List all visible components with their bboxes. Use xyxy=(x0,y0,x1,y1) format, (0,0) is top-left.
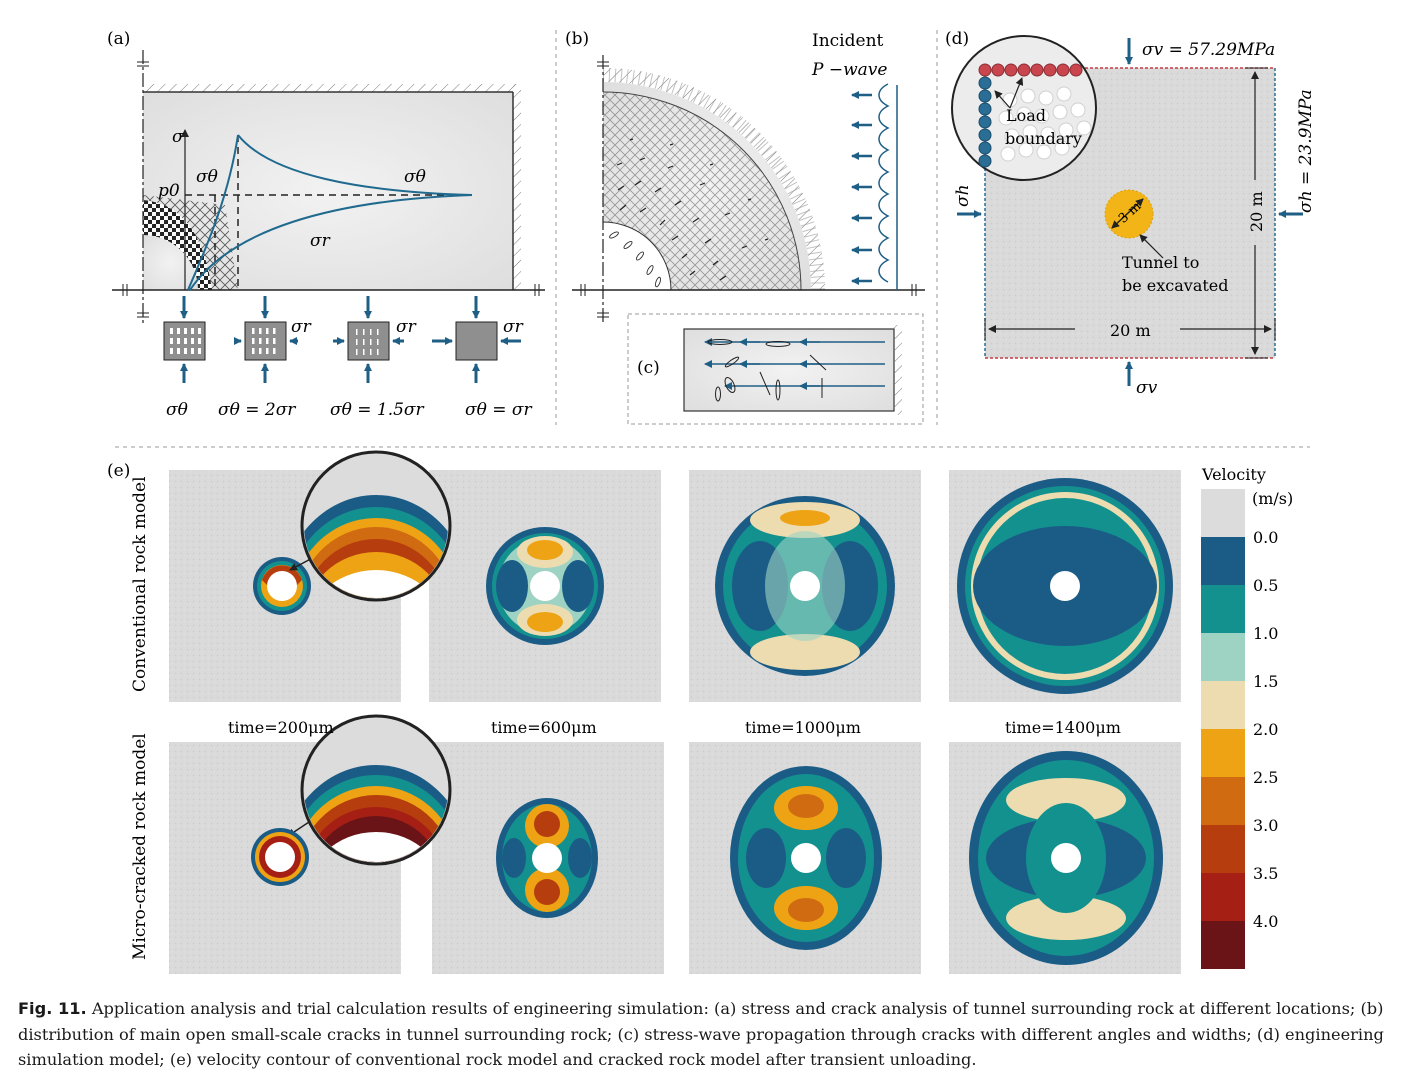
svg-text:P −wave: P −wave xyxy=(811,60,887,80)
caption-label: Fig. 11. xyxy=(18,999,87,1018)
time-label-600: time=600μm xyxy=(491,718,597,737)
colorbar-band-0 xyxy=(1201,489,1245,537)
r1-t1400 xyxy=(957,478,1173,694)
svg-text:Velocity: Velocity xyxy=(1201,465,1266,484)
svg-text:σθ = 2σr: σθ = 2σr xyxy=(218,400,296,420)
colorbar-tick-6: 3.0 xyxy=(1253,816,1278,835)
crack-zone-b xyxy=(603,92,801,290)
zoom-bubble-r2 xyxy=(287,714,452,866)
sigma-theta-curve-inner xyxy=(187,134,239,291)
figure-11: (a) σ σθ σθ p0 σr xyxy=(107,29,1316,974)
time-label-1400: time=1400μm xyxy=(1005,718,1121,737)
time-label-1000: time=1000μm xyxy=(745,718,861,737)
colorbar-band-8 xyxy=(1201,873,1245,921)
panel-e-label: (e) xyxy=(107,461,130,481)
svg-text:σh: σh xyxy=(953,184,973,207)
time-label-200: time=200μm xyxy=(228,718,334,737)
svg-text:σh = 23.9MPa: σh = 23.9MPa xyxy=(1296,89,1316,213)
svg-text:σθ = σr: σθ = σr xyxy=(465,400,532,420)
svg-text:σθ: σθ xyxy=(404,167,426,187)
row-label-conventional: Conventional rock model xyxy=(130,476,150,692)
colorbar-tick-8: 4.0 xyxy=(1253,912,1278,931)
colorbar-band-2 xyxy=(1201,585,1245,633)
stress-element-1: σθ xyxy=(163,296,206,420)
r2-t200 xyxy=(251,828,309,886)
colorbar-band-5 xyxy=(1201,729,1245,777)
svg-text:σθ = 1.5σr: σθ = 1.5σr xyxy=(330,400,425,420)
figure-caption: Fig. 11. Application analysis and trial … xyxy=(18,996,1410,1073)
svg-text:σr: σr xyxy=(396,317,417,337)
svg-text:σθ: σθ xyxy=(196,167,218,187)
row-label-micro-cracked: Micro-cracked rock model xyxy=(130,733,150,960)
sigma-theta-curve xyxy=(237,134,473,196)
r2-t1400 xyxy=(969,751,1163,965)
colorbar-tick-7: 3.5 xyxy=(1253,864,1278,883)
svg-text:Load: Load xyxy=(1006,106,1046,125)
svg-text:20 m: 20 m xyxy=(1110,321,1151,340)
svg-text:σr: σr xyxy=(291,317,312,337)
colorbar-band-3 xyxy=(1201,633,1245,681)
colorbar-tick-5: 2.5 xyxy=(1253,768,1278,787)
colorbar-band-9 xyxy=(1201,921,1245,969)
panel-b-label: (b) xyxy=(565,29,589,49)
r1-t600 xyxy=(486,527,604,645)
panel-e: (e) Conventional rock model Micro-cracke… xyxy=(107,450,1293,974)
sigma-r-curve xyxy=(189,194,473,291)
r1-t1000 xyxy=(715,496,895,676)
stress-element-2: σr σθ = 2σr xyxy=(218,296,312,420)
panel-b: (b) Incident xyxy=(565,29,925,325)
panel-a: (a) σ σθ σθ p0 σr xyxy=(107,29,545,420)
svg-text:Incident: Incident xyxy=(812,31,884,51)
svg-text:20 m: 20 m xyxy=(1247,191,1266,232)
svg-text:boundary: boundary xyxy=(1005,129,1082,148)
panel-a-label: (a) xyxy=(107,29,130,49)
svg-text:be excavated: be excavated xyxy=(1122,276,1229,295)
incident-p-wave xyxy=(878,83,898,290)
colorbar-band-7 xyxy=(1201,825,1245,873)
panel-c: (c) xyxy=(627,313,924,425)
colorbar-tick-4: 2.0 xyxy=(1253,720,1278,739)
panel-d: (d) Load boundary 3 m T xyxy=(945,29,1316,398)
velocity-colorbar: Velocity (m/s) 0.0 0.5 1.0 1.5 2.0 2.5 3.0 3.5 4… xyxy=(1201,465,1293,969)
colorbar-band-4 xyxy=(1201,681,1245,729)
panel-d-label: (d) xyxy=(945,29,969,49)
colorbar-tick-0: 0.0 xyxy=(1253,528,1278,547)
caption-text: Application analysis and trial calculati… xyxy=(18,999,1384,1069)
svg-text:σr: σr xyxy=(310,231,331,251)
colorbar-band-1 xyxy=(1201,537,1245,585)
crack-marks xyxy=(616,138,769,281)
svg-text:σr: σr xyxy=(503,317,524,337)
svg-text:Tunnel to: Tunnel to xyxy=(1122,253,1199,272)
svg-text:σ: σ xyxy=(172,127,184,147)
tunnel-opening-a xyxy=(143,235,198,290)
svg-text:(c): (c) xyxy=(637,358,660,378)
stress-element-3: σr σθ = 1.5σr xyxy=(330,296,425,420)
stress-element-4: σr σθ = σr xyxy=(432,296,532,420)
svg-text:σv: σv xyxy=(1136,378,1158,398)
r2-t600 xyxy=(496,798,598,918)
colorbar-tick-1: 0.5 xyxy=(1253,576,1278,595)
svg-text:σθ: σθ xyxy=(166,400,188,420)
svg-text:(m/s): (m/s) xyxy=(1252,489,1293,508)
svg-text:σv = 57.29MPa: σv = 57.29MPa xyxy=(1142,40,1275,60)
colorbar-tick-2: 1.0 xyxy=(1253,624,1278,643)
colorbar-band-6 xyxy=(1201,777,1245,825)
zoom-bubble-r1 xyxy=(289,450,452,602)
r2-t1000 xyxy=(730,766,882,950)
colorbar-tick-3: 1.5 xyxy=(1253,672,1278,691)
r1-t200 xyxy=(253,557,311,615)
svg-text:p0: p0 xyxy=(158,181,180,201)
